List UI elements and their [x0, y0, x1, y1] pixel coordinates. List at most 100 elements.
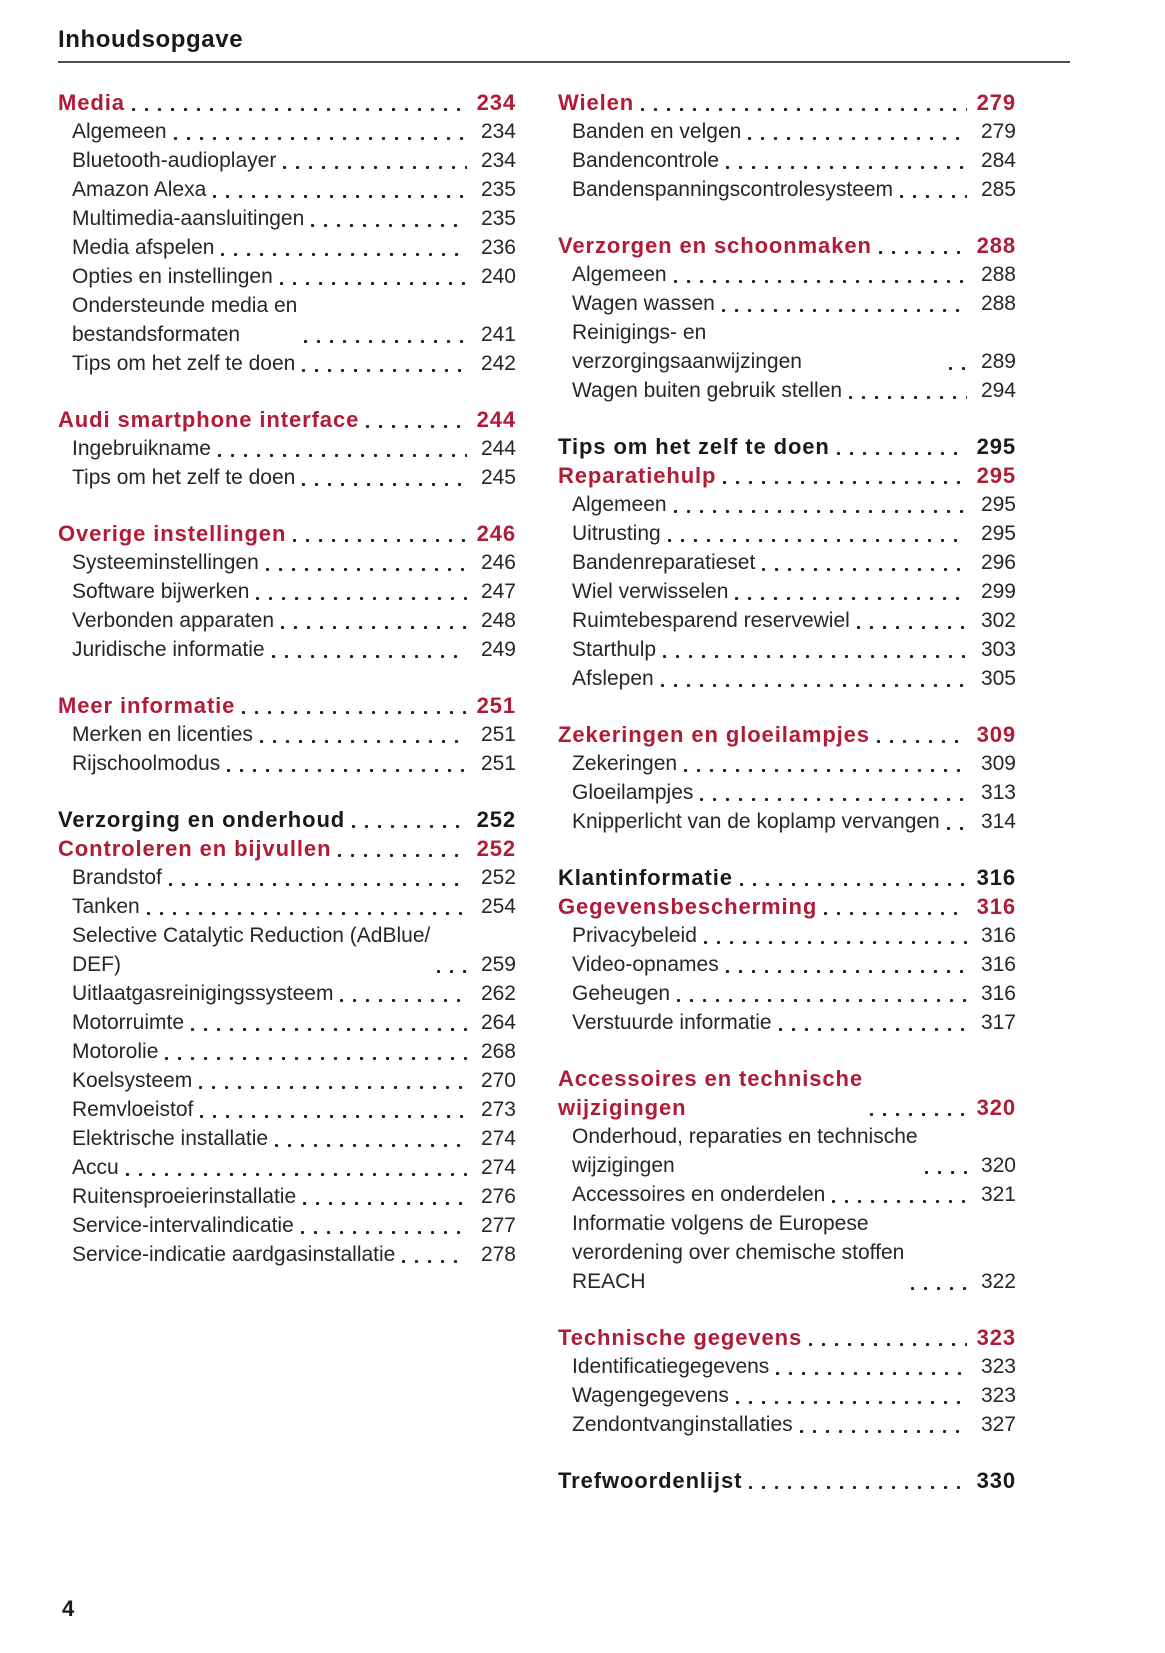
dot-leader [726, 166, 967, 169]
toc-entry[interactable]: Wagengegevens 323 [558, 1381, 1016, 1410]
toc-entry[interactable]: Rijschoolmodus 251 [58, 749, 516, 778]
toc-entry[interactable]: Media afspelen 236 [58, 233, 516, 262]
toc-entry[interactable]: Verstuurde informatie 317 [558, 1008, 1016, 1037]
toc-entry[interactable]: Verzorging en onderhoud 252 [58, 805, 516, 834]
toc-entry-label: Geheugen [572, 982, 671, 1005]
toc-entry[interactable]: Accessoires en technische wijzigingen 320 [558, 1064, 1016, 1122]
toc-entry[interactable]: Wielen 279 [558, 88, 1016, 117]
toc-entry-label: Juridische informatie [72, 638, 265, 661]
toc-entry[interactable]: Afslepen 305 [558, 664, 1016, 693]
toc-entry[interactable]: Onderhoud, reparaties en technische wijz… [558, 1122, 1016, 1180]
toc-entry-page: 295 [980, 522, 1016, 545]
toc-entry[interactable]: Media 234 [58, 88, 516, 117]
toc-entry-label: Privacybeleid [572, 924, 697, 947]
toc-entry[interactable]: Gloeilampjes 313 [558, 778, 1016, 807]
toc-entry[interactable]: Algemeen 288 [558, 260, 1016, 289]
dot-leader [271, 655, 467, 658]
toc-entry[interactable]: Controleren en bijvullen 252 [58, 834, 516, 863]
toc-entry[interactable]: Wiel verwisselen 299 [558, 577, 1016, 606]
toc-entry[interactable]: Ruimtebesparend reservewiel 302 [558, 606, 1016, 635]
toc-entry[interactable]: Banden en velgen 279 [558, 117, 1016, 146]
toc-entry[interactable]: Klantinformatie 316 [558, 863, 1016, 892]
toc-entry[interactable]: Bluetooth-audioplayer 234 [58, 146, 516, 175]
toc-entry[interactable]: Reinigings- en verzorgingsaanwijzingen 28… [558, 318, 1016, 376]
toc-entry-label: Amazon Alexa [72, 178, 207, 201]
toc-entry[interactable]: Selective Catalytic Reduction (AdBlue/ D… [58, 921, 516, 979]
toc-entry[interactable]: Audi smartphone interface 244 [58, 405, 516, 434]
toc-entry[interactable]: Bandencontrole 284 [558, 146, 1016, 175]
toc-entry[interactable]: Bandenspanningscontrolesysteem 285 [558, 175, 1016, 204]
toc-entry[interactable]: Trefwoordenlijst 330 [558, 1466, 1016, 1495]
toc-entry[interactable]: Opties en instellingen 240 [58, 262, 516, 291]
toc-entry[interactable]: Informatie volgens de Europese verordeni… [558, 1209, 1016, 1296]
toc-entry[interactable]: Starthulp 303 [558, 635, 1016, 664]
toc-entry[interactable]: Algemeen 234 [58, 117, 516, 146]
toc-entry[interactable]: Wagen wassen 288 [558, 289, 1016, 318]
toc-entry[interactable]: Tips om het zelf te doen 242 [58, 349, 516, 378]
toc-entry[interactable]: Remvloeistof 273 [58, 1095, 516, 1124]
dot-leader [221, 253, 467, 256]
toc-entry-page: 323 [976, 1325, 1016, 1350]
toc-entry[interactable]: Uitlaatgasreinigingssysteem 262 [58, 979, 516, 1008]
toc-entry[interactable]: Bandenreparatieset 296 [558, 548, 1016, 577]
toc-entry[interactable]: Zekeringen 309 [558, 749, 1016, 778]
toc-group: Meer informatie 251 Merken en licenties 251… [58, 691, 516, 778]
toc-entry[interactable]: Overige instellingen 246 [58, 519, 516, 548]
toc-entry[interactable]: Tips om het zelf te doen 245 [58, 463, 516, 492]
toc-entry[interactable]: Algemeen 295 [558, 490, 1016, 519]
toc-entry-label: Accessoires en onderdelen [572, 1183, 826, 1206]
dot-leader [300, 1231, 467, 1234]
toc-entry[interactable]: Gegevensbescherming 316 [558, 892, 1016, 921]
toc-entry[interactable]: Motorruimte 264 [58, 1008, 516, 1037]
toc-entry[interactable]: Ondersteunde media en bestandsformaten 24… [58, 291, 516, 349]
toc-entry[interactable]: Koelsysteem 270 [58, 1066, 516, 1095]
dot-leader [849, 396, 967, 399]
toc-entry[interactable]: Tips om het zelf te doen 295 [558, 432, 1016, 461]
toc-entry[interactable]: Wagen buiten gebruik stellen 294 [558, 376, 1016, 405]
toc-entry-page: 248 [480, 609, 516, 632]
toc-entry[interactable]: Tanken 254 [58, 892, 516, 921]
toc-entry[interactable]: Verbonden apparaten 248 [58, 606, 516, 635]
toc-entry[interactable]: Elektrische installatie 274 [58, 1124, 516, 1153]
toc-entry-label: Overige instellingen [58, 521, 287, 546]
toc-entry-label: Technische gegevens [558, 1325, 803, 1350]
toc-entry[interactable]: Systeeminstellingen 246 [58, 548, 516, 577]
toc-entry-label: Tips om het zelf te doen [72, 466, 296, 489]
toc-entry[interactable]: Software bijwerken 247 [58, 577, 516, 606]
toc-entry[interactable]: Zekeringen en gloeilampjes 309 [558, 720, 1016, 749]
toc-entry-page: 235 [480, 178, 516, 201]
toc-entry[interactable]: Service-intervalindicatie 277 [58, 1211, 516, 1240]
dot-leader [303, 1202, 467, 1205]
toc-entry[interactable]: Geheugen 316 [558, 979, 1016, 1008]
toc-entry[interactable]: Reparatiehulp 295 [558, 461, 1016, 490]
toc-entry[interactable]: Multimedia-aansluitingen 235 [58, 204, 516, 233]
toc-entry[interactable]: Brandstof 252 [58, 863, 516, 892]
toc-group: Technische gegevens 323 Identificatiegegev… [558, 1323, 1016, 1439]
toc-entry[interactable]: Accessoires en onderdelen 321 [558, 1180, 1016, 1209]
toc-entry[interactable]: Privacybeleid 316 [558, 921, 1016, 950]
page-title: Inhoudsopgave [58, 26, 244, 53]
toc-entry-label: Merken en licenties [72, 723, 253, 746]
toc-entry-label: Remvloeistof [72, 1098, 194, 1121]
toc-entry-label: Tips om het zelf te doen [558, 434, 830, 459]
toc-entry[interactable]: Uitrusting 295 [558, 519, 1016, 548]
toc-entry-label: Algemeen [72, 120, 167, 143]
toc-entry[interactable]: Juridische informatie 249 [58, 635, 516, 664]
toc-entry-page: 314 [980, 810, 1016, 833]
toc-entry[interactable]: Accu 274 [58, 1153, 516, 1182]
toc-entry[interactable]: Verzorgen en schoonmaken 288 [558, 231, 1016, 260]
toc-entry[interactable]: Identificatiegegevens 323 [558, 1352, 1016, 1381]
toc-entry[interactable]: Merken en licenties 251 [58, 720, 516, 749]
toc-entry[interactable]: Motorolie 268 [58, 1037, 516, 1066]
toc-entry-label: Tips om het zelf te doen [72, 352, 296, 375]
toc-entry[interactable]: Technische gegevens 323 [558, 1323, 1016, 1352]
toc-entry[interactable]: Ruitensproeierinstallatie 276 [58, 1182, 516, 1211]
toc-entry[interactable]: Service-indicatie aardgasinstallatie 278 [58, 1240, 516, 1269]
toc-entry[interactable]: Knipperlicht van de koplamp vervangen 314 [558, 807, 1016, 836]
toc-entry[interactable]: Meer informatie 251 [58, 691, 516, 720]
toc-column-left: Media 234 Algemeen 234 Bluetooth-audioplayer… [58, 88, 516, 1522]
toc-entry[interactable]: Video-opnames 316 [558, 950, 1016, 979]
toc-entry[interactable]: Amazon Alexa 235 [58, 175, 516, 204]
toc-entry[interactable]: Ingebruikname 244 [58, 434, 516, 463]
toc-entry[interactable]: Zendontvanginstallaties 327 [558, 1410, 1016, 1439]
